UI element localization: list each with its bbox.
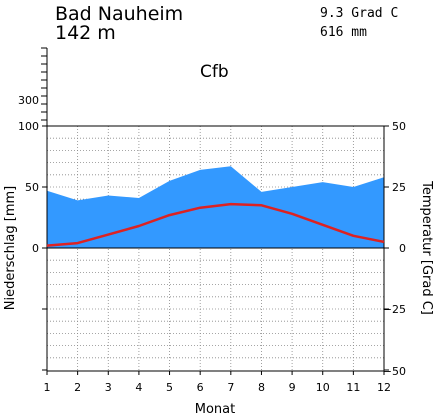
y-axis-label-right: Temperatur [Grad C] [419, 180, 434, 315]
y-tick-label-left: 50 [25, 181, 39, 194]
x-tick-label: 7 [227, 381, 234, 394]
x-axis-label: Monat [195, 402, 235, 416]
x-tick-label: 5 [166, 381, 173, 394]
y-tick-label-right: 50 [392, 120, 406, 133]
x-tick-label: 6 [197, 381, 204, 394]
x-tick-label: 3 [105, 381, 112, 394]
x-tick-label: 9 [289, 381, 296, 394]
x-tick-label: 12 [377, 381, 391, 394]
y-tick-label-right: −25 [383, 303, 406, 316]
y-tick-label-upper: 300 [18, 94, 39, 107]
annual-precipitation: 616 mm [320, 25, 367, 40]
y-tick-label-right: −50 [383, 365, 406, 378]
climate-class: Cfb [200, 62, 229, 82]
y-tick-label-left: 100 [18, 120, 39, 133]
y-axis-label-left: Niederschlag [mm] [3, 186, 18, 311]
x-tick-label: 11 [346, 381, 360, 394]
x-tick-label: 1 [44, 381, 51, 394]
mean-temperature: 9.3 Grad C [320, 6, 398, 21]
x-tick-label: 10 [316, 381, 330, 394]
axes [41, 47, 389, 375]
y-tick-label-left: 0 [32, 242, 39, 255]
station-elevation: 142 m [55, 22, 116, 44]
y-tick-label-right: 0 [399, 242, 406, 255]
x-tick-label: 4 [135, 381, 142, 394]
y-tick-label-right: 25 [392, 181, 406, 194]
x-tick-label: 2 [74, 381, 81, 394]
station-name: Bad Nauheim [55, 3, 183, 25]
temperature-line [46, 202, 385, 247]
x-tick-label: 8 [258, 381, 265, 394]
